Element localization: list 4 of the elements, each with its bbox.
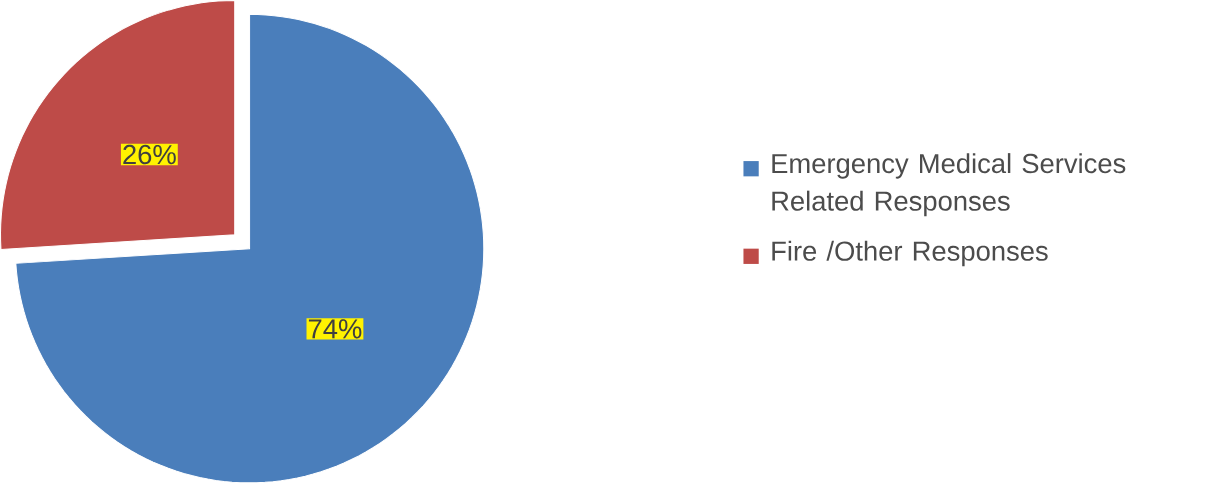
data-label: 74% (308, 319, 362, 339)
legend-label: Fire /Other Responses (772, 240, 1048, 267)
data-label: 26% (123, 144, 176, 165)
legend-label: Emergency Medical Services Related Responses (772, 152, 1126, 217)
